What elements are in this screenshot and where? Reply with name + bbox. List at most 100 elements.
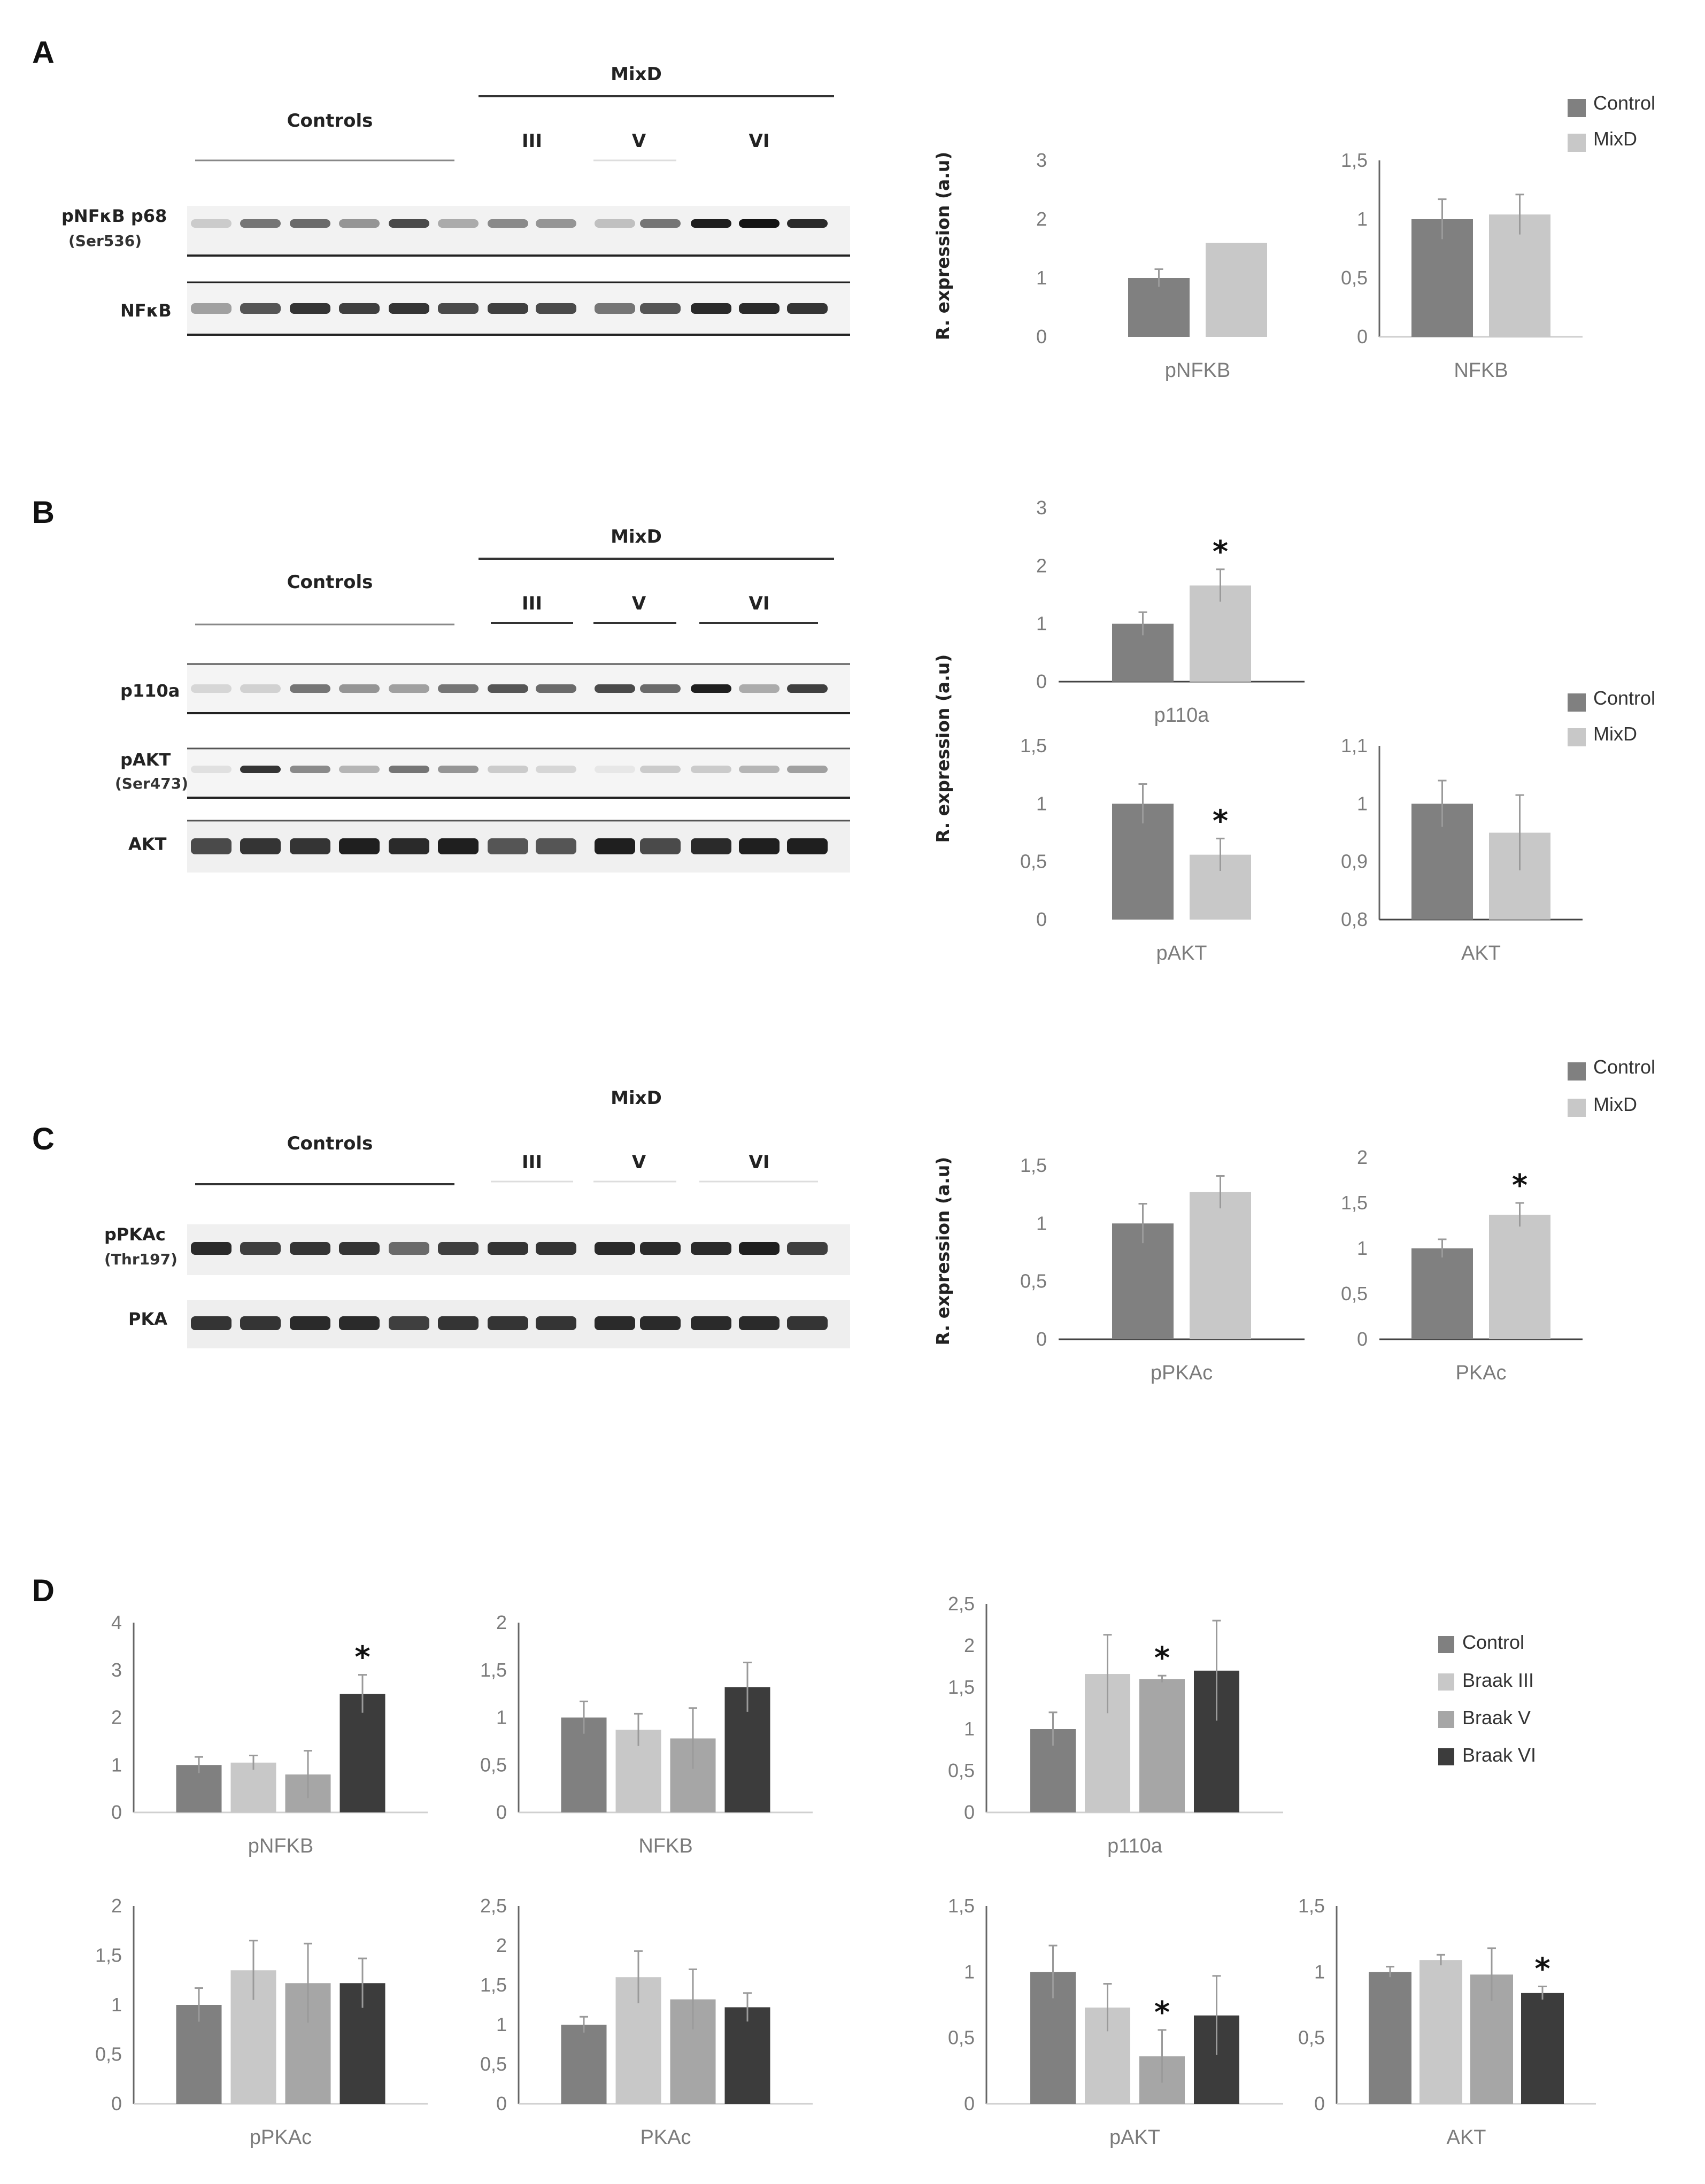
blot-band	[240, 684, 281, 693]
x-axis-label: p110a	[1107, 1835, 1163, 1857]
blot-band	[640, 303, 681, 314]
y-tick-label: 1,5	[1341, 1192, 1368, 1214]
blot-band	[787, 303, 828, 314]
blot-nfkb-bands	[191, 303, 828, 314]
x-axis-label: NFKB	[638, 1835, 692, 1857]
blot-band	[787, 1242, 828, 1255]
blot-band	[240, 1242, 281, 1255]
panel-letter-b: B	[32, 495, 55, 530]
y-tick-label: 0	[1036, 326, 1047, 348]
bar-chart-a-pnfkb: 0 1 2 3 pNFKB	[1036, 149, 1267, 382]
y-tick-label: 1,5	[1020, 735, 1047, 757]
blot-band	[191, 1316, 232, 1330]
y-tick-label: 0,5	[480, 2053, 507, 2075]
bar-chart-d-akt: 0 0,5 1 1,5 * AKT	[1298, 1895, 1596, 2149]
legend-d: Control Braak III Braak V Braak VI	[1438, 1631, 1536, 1766]
blot-pakt	[187, 750, 850, 798]
blot-band	[488, 684, 528, 693]
legend-control-a: Control	[1593, 92, 1655, 114]
blot-band	[640, 1316, 681, 1330]
blot-pnfkb-bands	[191, 219, 828, 228]
bar-chart-b-pakt: 0 0,5 1 1,5 * pAKT	[1020, 735, 1251, 964]
y-tick-label: 0,5	[1341, 1283, 1368, 1305]
legend-mixd-a: MixD	[1593, 128, 1637, 150]
bar-chart-b-akt: 0,8 0,9 1 1,1 AKT	[1341, 735, 1583, 964]
legend-swatch-control-d	[1438, 1636, 1454, 1653]
bar-mixd	[1206, 243, 1267, 337]
y-tick-label: 1	[964, 1961, 975, 1982]
y-tick-label: 0,8	[1341, 908, 1368, 930]
y-tick-label: 0,5	[95, 2043, 122, 2065]
legend-swatch-braak-vi	[1438, 1748, 1454, 1765]
bar-mixd	[1190, 1192, 1251, 1339]
bar-braak-iii	[230, 1762, 276, 1812]
blot-band	[595, 303, 635, 314]
blot-band	[640, 219, 681, 228]
blot-band	[191, 838, 232, 854]
blot-band	[536, 303, 576, 314]
y-tick-label: 0,5	[1341, 267, 1368, 289]
x-axis-label: NFKB	[1454, 359, 1508, 382]
blot-band	[240, 1316, 281, 1330]
blot-band	[290, 1316, 330, 1330]
bar-chart-c-pkac: 0 0,5 1 1,5 2 * PKAc	[1341, 1146, 1583, 1384]
blot-band	[488, 838, 528, 854]
significance-star: *	[1213, 804, 1228, 838]
blot-band	[290, 684, 330, 693]
blot-band	[691, 1316, 731, 1330]
blot-band	[240, 766, 281, 773]
y-tick-label: 2	[964, 1634, 975, 1656]
y-tick-label: 0,5	[948, 1759, 975, 1781]
blot-sub-ppkac: (Thr197)	[104, 1251, 178, 1268]
y-tick-label: 0,5	[948, 2027, 975, 2049]
panel-letter-d: D	[32, 1573, 55, 1608]
bar-chart-b-p110a: 0 1 2 3 * p110a	[1036, 497, 1305, 727]
blot-pakt-bands	[191, 766, 828, 773]
blot-band	[595, 219, 635, 228]
legend-swatch-control-b	[1568, 693, 1586, 712]
stage-vi-a: VI	[749, 130, 770, 152]
blot-band	[339, 684, 380, 693]
x-axis-label: p110a	[1154, 704, 1210, 727]
bar-chart-d-p110a: 0 0,5 1 1,5 2 2,5 * p110a	[948, 1593, 1283, 1857]
y-tick-label: 2,5	[480, 1895, 507, 1917]
y-tick-label: 2	[1357, 1146, 1368, 1168]
blot-band	[438, 303, 479, 314]
blot-band	[787, 1316, 828, 1330]
y-tick-label: 1	[1036, 792, 1047, 814]
y-tick-label: 1	[964, 1718, 975, 1740]
blot-pka-bands	[191, 1316, 828, 1330]
legend-swatch-braak-iii	[1438, 1673, 1454, 1691]
x-axis-label: AKT	[1447, 2126, 1486, 2149]
legend-swatch-mixd-c	[1568, 1099, 1586, 1117]
y-tick-label: 1	[496, 1707, 507, 1728]
legend-mixd-b: MixD	[1593, 723, 1637, 745]
legend-braak-v: Braak V	[1462, 1707, 1531, 1728]
stage-v-c: V	[632, 1152, 646, 1173]
blot-ppkac-bands	[191, 1242, 828, 1255]
y-tick-label: 0,5	[1020, 1270, 1047, 1292]
bar-chart-d-pnfkb: 0 1 2 3 4 * pNFKB	[111, 1611, 428, 1857]
x-axis-label: PKAc	[640, 2126, 691, 2149]
blot-band	[739, 1316, 780, 1330]
significance-star: *	[1154, 1641, 1170, 1676]
blot-band	[691, 684, 731, 693]
bar-control	[1411, 1248, 1473, 1339]
y-tick-label: 1	[1036, 267, 1047, 289]
blot-band	[691, 766, 731, 773]
blot-band	[739, 219, 780, 228]
y-tick-label: 1,5	[480, 1974, 507, 1996]
blot-band	[389, 766, 429, 773]
y-tick-label: 3	[111, 1659, 122, 1681]
bar-chart-d-pkac: 0 0,5 1 1,5 2 2,5 PKAc	[480, 1895, 813, 2149]
blot-band	[640, 766, 681, 773]
stage-iii-c: III	[522, 1152, 542, 1173]
legend-swatch-control-c	[1568, 1062, 1586, 1081]
y-tick-label: 2	[1036, 554, 1047, 576]
bar-braak-vi	[1521, 1993, 1564, 2104]
y-tick-label: 1	[1036, 613, 1047, 635]
stage-iii-a: III	[522, 130, 542, 152]
blot-band	[438, 684, 479, 693]
blot-band	[339, 219, 380, 228]
blot-band	[739, 1242, 780, 1255]
